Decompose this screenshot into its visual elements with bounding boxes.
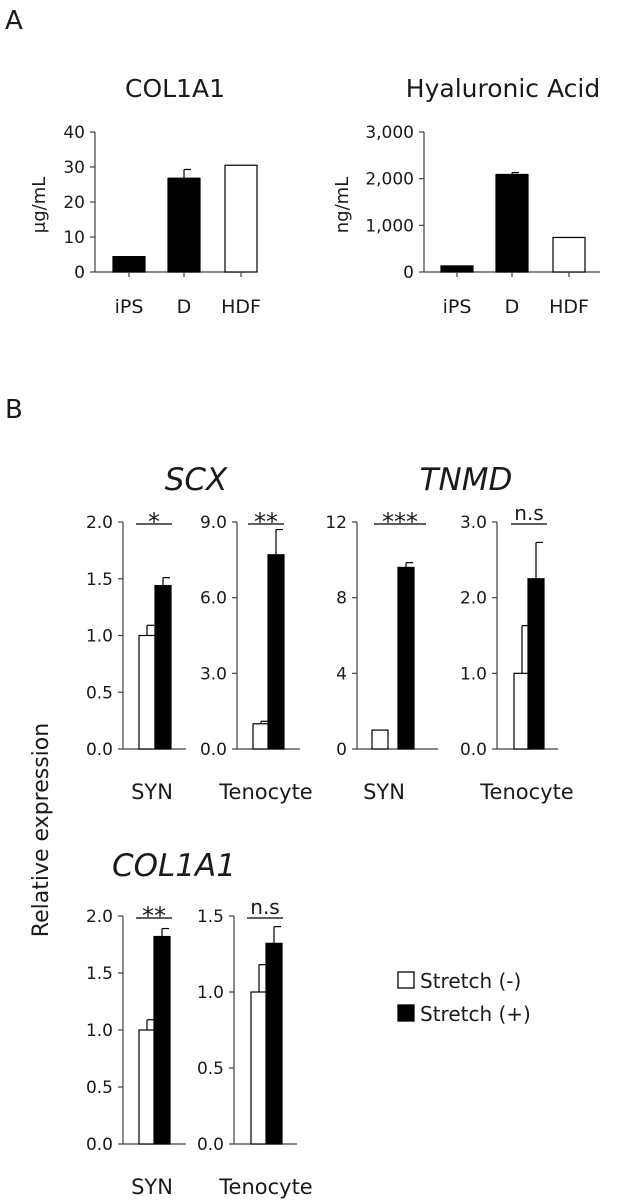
panel-label-b: B bbox=[5, 395, 23, 425]
col-syn-y-tick-label: 2.0 bbox=[86, 907, 113, 927]
a-col1a1-y-tick-label: 30 bbox=[63, 158, 85, 178]
a-col1a1-y-label: μg/mL bbox=[29, 177, 50, 234]
col-syn-bar-stretch-plus bbox=[153, 935, 171, 1145]
a-col1a1-bar-hdf bbox=[224, 164, 258, 273]
a-ha-x-tick-label: iPS bbox=[443, 296, 472, 318]
col-syn-bar-stretch-minus bbox=[138, 1029, 156, 1145]
tnmd-syn-y-tick-label: 4 bbox=[336, 664, 347, 684]
a-col1a1-y-tick-label: 0 bbox=[74, 263, 85, 283]
tnmd-teno-y-tick-label: 3.0 bbox=[460, 513, 487, 533]
tnmd-syn-x-label: SYN bbox=[363, 780, 405, 804]
title-tnmd: TNMD bbox=[420, 462, 513, 498]
scx-syn-y-tick-label: 0.0 bbox=[86, 740, 113, 760]
tnmd-teno-y-tick-label: 1.0 bbox=[460, 664, 487, 684]
scx-syn-y-tick-label: 1.5 bbox=[86, 570, 113, 590]
scx-syn-y-tick-label: 2.0 bbox=[86, 513, 113, 533]
tnmd-syn-y-tick-label: 0 bbox=[336, 740, 347, 760]
a-col1a1-x-tick-label: D bbox=[177, 296, 192, 318]
tnmd-teno-y-tick-label: 2.0 bbox=[460, 589, 487, 609]
a-ha-bar-hdf bbox=[552, 236, 586, 273]
scx-teno-x-label: Tenocyte bbox=[218, 780, 312, 804]
tnmd-syn-significance-label: *** bbox=[382, 508, 418, 536]
scx-teno-bar-stretch-minus bbox=[252, 723, 270, 750]
a-col1a1-bar-ips bbox=[112, 256, 146, 273]
scx-teno-significance-label: ** bbox=[254, 508, 278, 536]
col-syn-x-label: SYN bbox=[131, 1175, 173, 1199]
col-teno-y-tick-label: 1.0 bbox=[197, 983, 224, 1003]
a-ha-x-tick-label: D bbox=[505, 296, 520, 318]
legend-swatch-stretch-plus bbox=[397, 1004, 415, 1022]
shared-y-axis-label: Relative expression bbox=[29, 723, 54, 937]
col-syn-y-tick-label: 1.5 bbox=[86, 964, 113, 984]
legend-label-stretch-minus: Stretch (-) bbox=[420, 969, 521, 993]
a-ha-bar-ips bbox=[440, 265, 474, 273]
tnmd-teno-x-label: Tenocyte bbox=[479, 780, 573, 804]
col-syn-y-tick-label: 1.0 bbox=[86, 1021, 113, 1041]
a-col1a1-bar-d bbox=[167, 177, 201, 273]
scx-teno-y-tick-label: 0.0 bbox=[200, 740, 227, 760]
a-col1a1-y-tick-label: 40 bbox=[63, 123, 85, 143]
a-ha-bar-d bbox=[495, 173, 529, 273]
scx-syn-bar-stretch-plus bbox=[154, 584, 172, 750]
legend: Stretch (-) Stretch (+) bbox=[397, 969, 531, 1026]
a-col1a1-x-tick-label: HDF bbox=[221, 296, 261, 318]
a-col1a1-x-tick-label: iPS bbox=[115, 296, 144, 318]
tnmd-syn-y-tick-label: 8 bbox=[336, 589, 347, 609]
tnmd-teno-significance-label: n.s bbox=[514, 501, 543, 525]
a-col1a1-title: COL1A1 bbox=[125, 74, 225, 103]
scx-syn-y-tick-label: 1.0 bbox=[86, 627, 113, 647]
legend-label-stretch-plus: Stretch (+) bbox=[420, 1002, 531, 1026]
a-ha-y-label: ng/mL bbox=[332, 177, 353, 233]
a-ha-y-tick-label: 2,000 bbox=[365, 170, 414, 190]
a-ha-y-tick-label: 0 bbox=[403, 263, 414, 283]
panel-label-a: A bbox=[5, 6, 23, 36]
tnmd-syn-y-tick-label: 12 bbox=[325, 513, 347, 533]
col-syn-significance-label: ** bbox=[142, 902, 166, 930]
col-teno-y-tick-label: 1.5 bbox=[197, 907, 224, 927]
scx-syn-bar-stretch-minus bbox=[138, 634, 156, 750]
col-teno-y-tick-label: 0.0 bbox=[197, 1135, 224, 1155]
title-col1a1-b: COL1A1 bbox=[112, 848, 236, 884]
scx-teno-bar-stretch-plus bbox=[267, 554, 285, 750]
scx-teno-y-tick-label: 6.0 bbox=[200, 589, 227, 609]
col-teno-significance-label: n.s bbox=[250, 895, 279, 919]
col-syn-y-tick-label: 0.0 bbox=[86, 1135, 113, 1155]
tnmd-teno-bar-stretch-plus bbox=[527, 578, 545, 750]
scx-teno-y-tick-label: 9.0 bbox=[200, 513, 227, 533]
col-teno-y-tick-label: 0.5 bbox=[197, 1059, 224, 1079]
scx-syn-y-tick-label: 0.5 bbox=[86, 683, 113, 703]
scx-syn-significance-label: * bbox=[148, 508, 160, 536]
scx-teno-y-tick-label: 3.0 bbox=[200, 664, 227, 684]
title-scx: SCX bbox=[165, 462, 228, 498]
tnmd-syn-bar-stretch-minus bbox=[371, 729, 389, 750]
a-ha-y-tick-label: 1,000 bbox=[365, 216, 414, 236]
col-syn-y-tick-label: 0.5 bbox=[86, 1078, 113, 1098]
col-teno-bar-stretch-minus bbox=[250, 991, 268, 1145]
a-col1a1-y-tick-label: 20 bbox=[63, 193, 85, 213]
tnmd-syn-bar-stretch-plus bbox=[397, 566, 415, 750]
tnmd-teno-y-tick-label: 0.0 bbox=[460, 740, 487, 760]
col-teno-bar-stretch-plus bbox=[265, 942, 283, 1145]
a-ha-x-tick-label: HDF bbox=[549, 296, 589, 318]
a-ha-y-tick-label: 3,000 bbox=[365, 123, 414, 143]
scx-syn-x-label: SYN bbox=[131, 780, 173, 804]
legend-swatch-stretch-minus bbox=[397, 971, 415, 989]
a-ha-title: Hyaluronic Acid bbox=[406, 74, 600, 103]
col-teno-x-label: Tenocyte bbox=[218, 1175, 312, 1199]
a-col1a1-y-tick-label: 10 bbox=[63, 228, 85, 248]
